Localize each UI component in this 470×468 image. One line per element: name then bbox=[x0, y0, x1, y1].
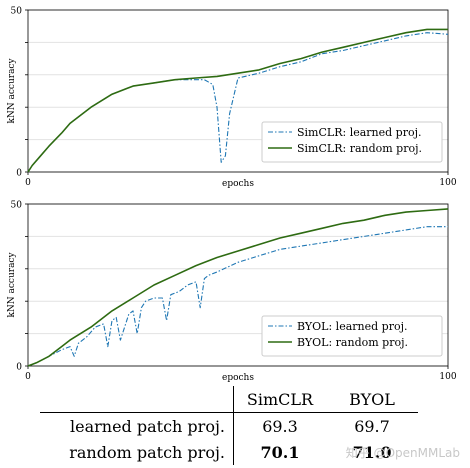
results-table: SimCLR BYOL learned patch proj. 69.3 69.… bbox=[40, 386, 418, 465]
watermark: 知乎 @OpenMMLab bbox=[345, 446, 460, 460]
series-line-1 bbox=[27, 32, 449, 173]
x-tick-label: 100 bbox=[439, 178, 456, 188]
x-tick-label: 0 bbox=[25, 372, 31, 382]
y-tick-label: 0 bbox=[16, 363, 22, 373]
x-axis-label: epochs bbox=[222, 179, 254, 189]
y-tick-label: 50 bbox=[11, 7, 23, 17]
y-axis-label: kNN accuracy bbox=[7, 252, 17, 318]
series-line-2 bbox=[27, 208, 449, 367]
chart-panel-1: 0 50 0 100 epochs kNN accuracy SimCLR: learned… bbox=[7, 7, 457, 190]
table-cell-byol-random: 71.0 bbox=[352, 442, 392, 462]
table-row-label: random patch proj. bbox=[40, 439, 234, 465]
legend-label: BYOL: learned proj. bbox=[297, 320, 407, 333]
table-corner-cell bbox=[40, 386, 234, 413]
table-header-byol: BYOL bbox=[326, 386, 418, 413]
legend-label: BYOL: random proj. bbox=[297, 336, 408, 349]
y-axis-label: kNN accuracy bbox=[7, 58, 17, 124]
table-header-simclr: SimCLR bbox=[233, 386, 326, 413]
legend-label: SimCLR: random proj. bbox=[297, 142, 422, 155]
chart-panel-2: 0 50 0 100 epochs kNN accuracy BYOL: learned p… bbox=[7, 201, 457, 384]
table-cell-byol-learned: 69.7 bbox=[354, 416, 390, 436]
table-row-label: learned patch proj. bbox=[40, 412, 234, 439]
table-row-learned: learned patch proj. 69.3 69.7 bbox=[40, 412, 418, 439]
x-tick-label: 100 bbox=[439, 372, 456, 382]
table-cell-simclr-random: 70.1 bbox=[260, 442, 300, 462]
legend-box bbox=[261, 121, 443, 163]
table-row-random: random patch proj. 70.1 71.0 bbox=[40, 439, 418, 465]
table-cell-simclr-learned: 69.3 bbox=[262, 416, 298, 436]
legend-box bbox=[261, 315, 443, 357]
charts-area: 0 50 0 100 epochs kNN accuracy SimCLR: learned… bbox=[7, 7, 457, 384]
series-line-1 bbox=[27, 226, 448, 367]
legend-label: SimCLR: learned proj. bbox=[297, 126, 422, 139]
x-axis-label: epochs bbox=[222, 373, 254, 383]
table-header-row: SimCLR BYOL bbox=[40, 386, 418, 413]
plot-frame bbox=[27, 9, 449, 173]
series-line-2 bbox=[27, 28, 448, 173]
plot-frame bbox=[27, 203, 449, 367]
x-tick-label: 0 bbox=[25, 178, 31, 188]
y-tick-label: 50 bbox=[11, 201, 23, 211]
y-tick-label: 0 bbox=[16, 169, 22, 179]
